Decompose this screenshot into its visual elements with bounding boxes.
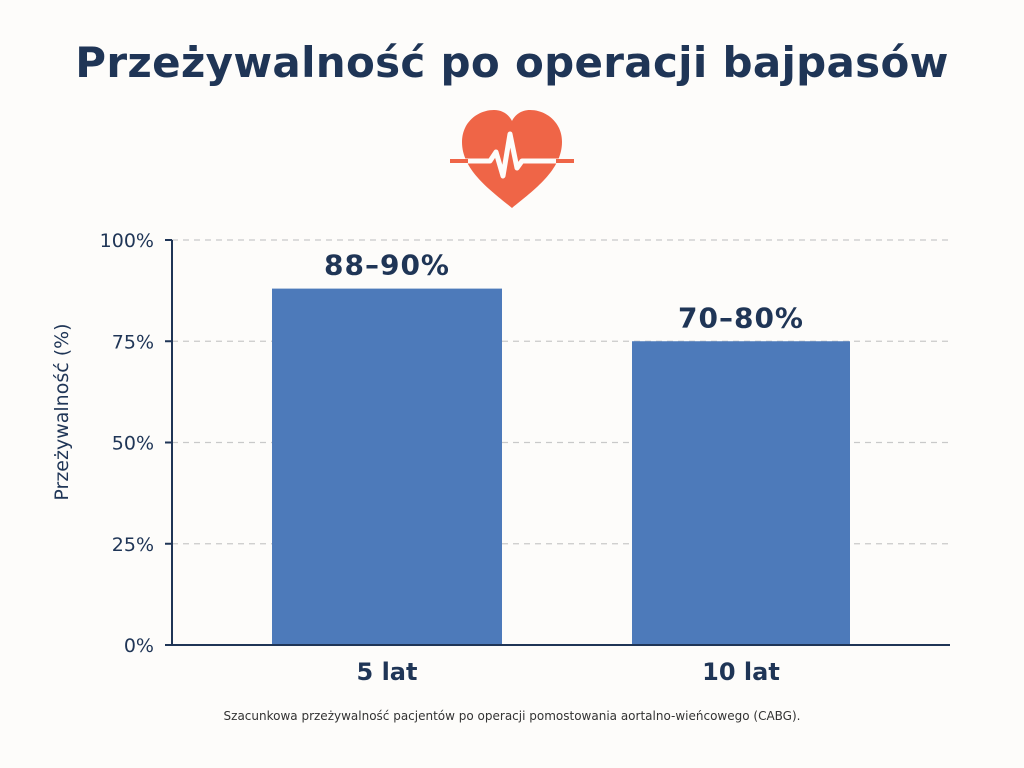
x-tick-label: 5 lat <box>357 658 418 686</box>
y-tick-label: 75% <box>112 331 154 353</box>
y-tick-label: 100% <box>100 230 154 252</box>
y-axis-label: Przeżywalność (%) <box>51 323 73 500</box>
bars <box>272 288 850 645</box>
y-tick-label: 50% <box>112 433 154 455</box>
x-tick-label: 10 lat <box>702 658 780 686</box>
data-label: 70–80% <box>678 301 804 334</box>
bar <box>272 288 502 645</box>
grid-lines <box>172 239 950 545</box>
chart-title: Przeżywalność po operacji bajpasów <box>75 38 949 87</box>
y-tick-label: 25% <box>112 534 154 556</box>
bar <box>632 341 850 645</box>
heart-pulse-icon <box>450 110 574 208</box>
y-tick-labels: 0% 25% 50% 75% 100% <box>100 230 172 657</box>
labels: 88–90% 5 lat 70–80% 10 lat <box>324 249 804 686</box>
data-label: 88–90% <box>324 249 450 282</box>
chart-caption: Szacunkowa przeżywalność pacjentów po op… <box>223 709 801 723</box>
y-tick-label: 0% <box>124 635 154 657</box>
